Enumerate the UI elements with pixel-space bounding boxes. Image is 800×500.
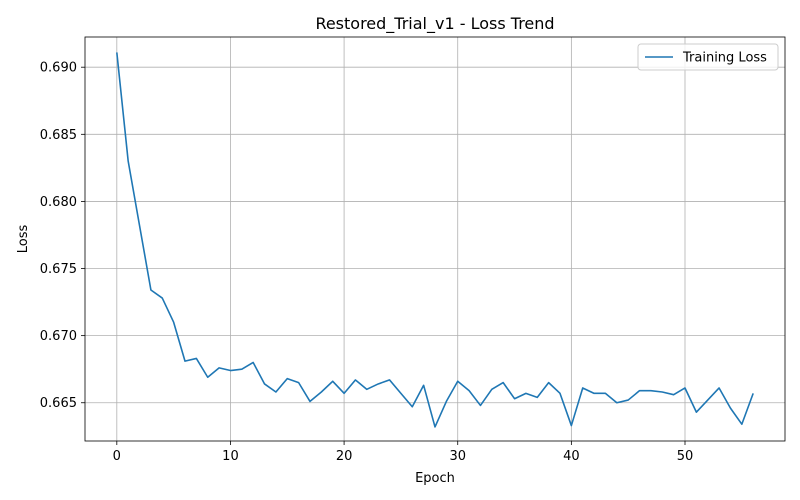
y-tick-label: 0.680 [40,195,77,210]
series-line-training-loss [116,52,754,428]
y-tick-label: 0.690 [40,61,77,76]
legend-box [637,43,779,71]
x-tick-label: 20 [336,449,353,464]
x-tick-label: 40 [563,449,580,464]
x-axis-label: Epoch [415,471,455,486]
plot-frame [84,36,786,442]
grid [85,37,785,441]
y-tick-label: 0.685 [40,128,77,143]
y-tick-label: 0.670 [40,329,77,344]
series-layer [116,52,754,428]
chart-title: Restored_Trial_v1 - Loss Trend [315,14,554,34]
y-tick-label: 0.665 [40,396,77,411]
x-tick-label: 50 [677,449,694,464]
x-tick-label: 30 [449,449,466,464]
x-tick-label: 0 [113,449,121,464]
axis-ticks: 0 10 20 30 40 50 0.665 0.670 0.675 0.680 0.685 0.69… [40,61,693,464]
x-tick-label: 10 [222,449,239,464]
legend: Training Loss [637,43,779,71]
y-axis-label: Loss [16,225,31,254]
legend-label: Training Loss [682,51,767,66]
y-tick-label: 0.675 [40,262,77,277]
